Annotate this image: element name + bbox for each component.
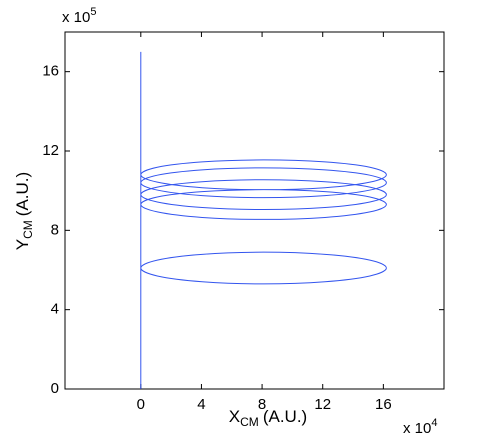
x-tick-label: 0: [137, 396, 145, 413]
y-tick-label: 0: [51, 380, 59, 397]
label-main: X: [229, 407, 240, 426]
plot-frame: [64, 31, 445, 390]
y-axis-label: YCM (A.U.): [13, 172, 35, 250]
multiplier-base: x 10: [403, 420, 431, 437]
y-tick-label: 8: [51, 221, 59, 238]
y-multiplier: x 105: [62, 6, 96, 26]
x-multiplier: x 104: [403, 417, 437, 437]
label-unit: (A.U.): [263, 407, 307, 426]
label-sub: CM: [240, 415, 259, 429]
y-tick-label: 16: [42, 63, 59, 80]
multiplier-base: x 10: [62, 9, 90, 26]
multiplier-exp: 5: [90, 6, 96, 18]
x-tick-label: 8: [258, 396, 266, 413]
x-tick-label: 12: [314, 396, 331, 413]
y-tick-label: 12: [42, 142, 59, 159]
label-unit: (A.U.): [13, 172, 32, 216]
x-tick-label: 16: [375, 396, 392, 413]
x-tick-label: 4: [197, 396, 205, 413]
x-axis-label: XCM (A.U.): [229, 407, 307, 429]
label-main: Y: [13, 239, 32, 250]
multiplier-exp: 4: [431, 417, 437, 429]
y-tick-label: 4: [51, 301, 59, 318]
label-sub: CM: [21, 220, 35, 239]
trajectory-line: [140, 51, 387, 389]
